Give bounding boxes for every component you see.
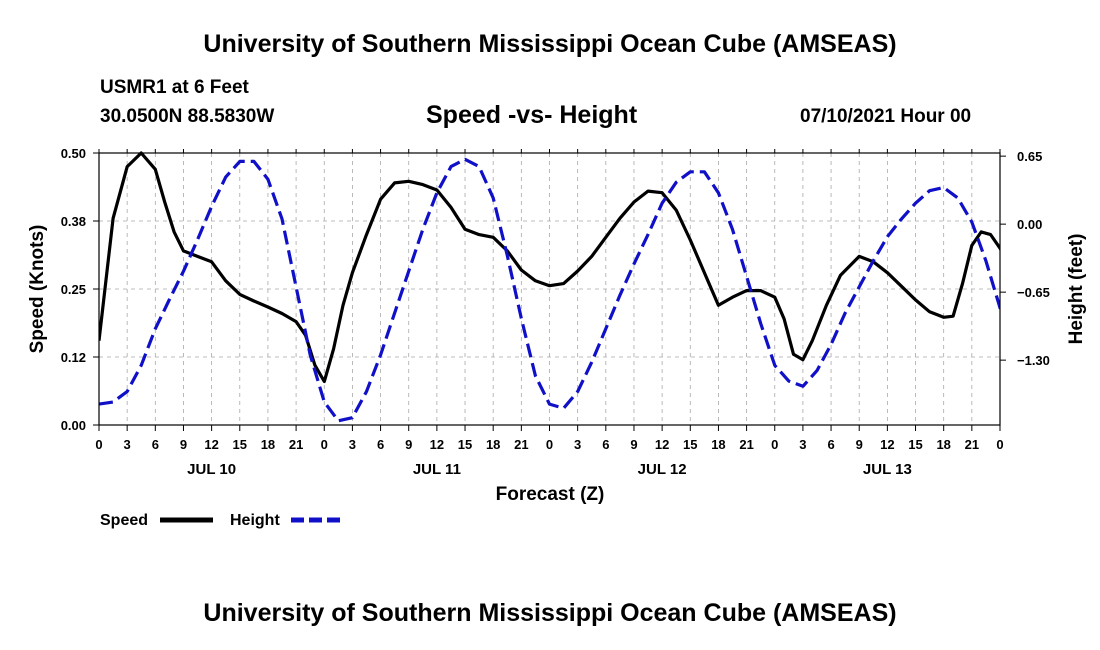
y-right-tick-label: 0.65: [1017, 149, 1042, 164]
y-left-tick-label: 0.50: [61, 146, 86, 161]
x-tick-label: 12: [655, 437, 669, 452]
grid-lines: [99, 153, 1000, 425]
station-label: USMR1 at 6 Feet: [100, 77, 249, 98]
y-right-tick-label: −1.30: [1017, 353, 1050, 368]
x-tick-label: 21: [739, 437, 753, 452]
x-day-label: JUL 13: [863, 461, 912, 478]
chart-title-bottom: University of Southern Mississippi Ocean…: [203, 599, 897, 627]
series-line-speed: [99, 151, 1000, 384]
x-tick-label: 3: [124, 437, 131, 452]
x-day-label: JUL 10: [187, 461, 236, 478]
y-axis-right-title: Height (feet): [1066, 234, 1087, 345]
x-tick-label: 9: [630, 437, 637, 452]
x-day-label: JUL 12: [638, 461, 687, 478]
y-left-tick-label: 0.25: [61, 282, 86, 297]
x-tick-label: 6: [152, 437, 159, 452]
x-tick-label: 21: [289, 437, 303, 452]
x-tick-label: 6: [377, 437, 384, 452]
chart-subtitle: Speed -vs- Height: [426, 101, 638, 129]
x-tick-label: 3: [574, 437, 581, 452]
x-tick-label: 0: [321, 437, 328, 452]
x-tick-label: 0: [546, 437, 553, 452]
chart-title-top: University of Southern Mississippi Ocean…: [203, 30, 897, 58]
forecast-datestamp: 07/10/2021 Hour 00: [800, 106, 972, 127]
legend-label-speed: Speed: [100, 512, 148, 529]
y-left-tick-label: 0.12: [61, 350, 86, 365]
x-tick-label: 15: [683, 437, 697, 452]
x-tick-label: 21: [514, 437, 528, 452]
x-tick-label: 6: [602, 437, 609, 452]
x-tick-label: 6: [827, 437, 834, 452]
y-right-tick-label: −0.65: [1017, 285, 1050, 300]
x-axis-title: Forecast (Z): [496, 484, 605, 505]
x-tick-label: 12: [204, 437, 218, 452]
x-tick-label: 0: [95, 437, 102, 452]
y-left-tick-label: 0.38: [61, 214, 86, 229]
x-tick-label: 0: [996, 437, 1003, 452]
x-tick-label: 9: [180, 437, 187, 452]
legend-label-height: Height: [230, 512, 280, 529]
y-left-tick-label: 0.00: [61, 418, 86, 433]
x-tick-label: 18: [261, 437, 275, 452]
series-line-height: [99, 157, 1000, 423]
x-tick-label: 0: [771, 437, 778, 452]
x-tick-label: 9: [856, 437, 863, 452]
x-tick-label: 15: [908, 437, 922, 452]
axis-labels: 0 3 6 9 12 15 18 21 0 3 6 9 12 15 18 21 0 3 6 9 12 15 18 21 0 3 6 9…: [61, 146, 1050, 478]
y-axis-left-title: Speed (Knots): [27, 225, 48, 354]
x-tick-label: 21: [965, 437, 979, 452]
y-right-tick-label: 0.00: [1017, 217, 1042, 232]
x-tick-label: 18: [936, 437, 950, 452]
series-lines: [99, 151, 1000, 423]
x-tick-label: 12: [880, 437, 894, 452]
x-tick-label: 18: [486, 437, 500, 452]
x-tick-label: 18: [711, 437, 725, 452]
x-tick-label: 15: [458, 437, 472, 452]
x-tick-label: 12: [430, 437, 444, 452]
axis-ticks: [93, 149, 1006, 431]
legend: Speed Height: [100, 512, 343, 529]
x-tick-label: 3: [799, 437, 806, 452]
x-tick-label: 9: [405, 437, 412, 452]
x-tick-label: 3: [349, 437, 356, 452]
station-coordinates: 30.0500N 88.5830W: [100, 106, 275, 127]
x-day-label: JUL 11: [413, 461, 461, 478]
x-tick-label: 15: [233, 437, 247, 452]
